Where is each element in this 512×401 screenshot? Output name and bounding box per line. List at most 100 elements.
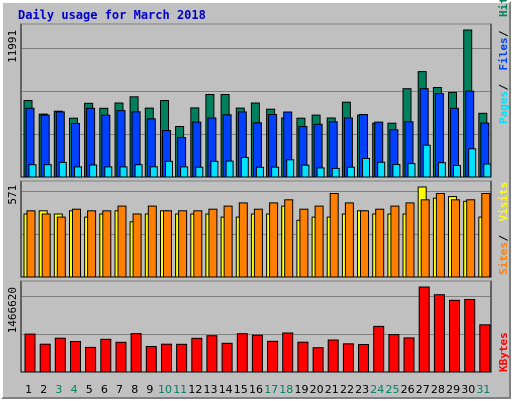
kbytes-bar — [70, 341, 81, 373]
pages-bar — [377, 161, 386, 178]
pages-bar — [392, 164, 401, 178]
sites-bar — [360, 210, 369, 278]
legend-kbytes: KBytes — [497, 332, 510, 372]
kbytes-bar — [176, 343, 188, 373]
kbytes-bar — [267, 340, 279, 373]
pages-bar — [180, 166, 189, 178]
legend-hits: Hits — [497, 0, 510, 17]
sites-bar — [466, 199, 476, 278]
pages-bar — [43, 164, 52, 178]
kbytes-bar — [206, 335, 218, 373]
kbytes-bar — [145, 346, 157, 373]
pages-bar — [255, 166, 264, 178]
sites-bar — [178, 210, 188, 278]
pages-bar — [58, 161, 67, 178]
x-tick-label: 3 — [55, 383, 62, 396]
pages-bar — [483, 163, 492, 178]
sites-bar — [56, 216, 66, 278]
x-tick-label: 28 — [431, 383, 445, 396]
x-tick-label: 27 — [416, 383, 430, 396]
kbytes-bar — [297, 341, 309, 373]
sites-bar — [72, 208, 81, 278]
x-tick-label: 8 — [131, 383, 138, 396]
pages-bar — [225, 160, 234, 178]
kbytes-bar — [342, 343, 354, 373]
kbytes-bar — [236, 333, 248, 373]
kbytes-bar — [418, 286, 430, 373]
sites-bar — [193, 210, 203, 278]
legend-sites: Sites — [497, 242, 510, 275]
x-tick-label: 31 — [476, 383, 490, 396]
x-tick-label: 13 — [204, 383, 218, 396]
sites-bar — [451, 199, 460, 278]
pages-bar — [240, 157, 249, 178]
x-tick-label: 23 — [355, 383, 369, 396]
kbytes-bar — [358, 344, 369, 373]
sites-bar — [375, 208, 385, 278]
x-tick-label: 18 — [279, 383, 293, 396]
sites-bar — [435, 193, 445, 278]
pages-bar — [346, 166, 355, 178]
panel-0-max-label: 11991 — [6, 30, 19, 63]
sites-bar — [405, 202, 415, 278]
x-tick-label: 14 — [219, 383, 233, 396]
sites-bar — [41, 213, 51, 278]
panel-1-max-label: 571 — [6, 185, 19, 205]
kbytes-bar — [449, 299, 460, 373]
x-tick-label: 17 — [264, 383, 278, 396]
x-tick-label: 1 — [25, 383, 32, 396]
sites-bar — [253, 208, 263, 278]
kbytes-bar — [24, 333, 36, 373]
kbytes-bar — [221, 342, 233, 373]
kbytes-bar — [130, 333, 142, 373]
sites-bar — [329, 193, 339, 278]
pages-bar — [468, 148, 477, 178]
pages-bar — [407, 163, 416, 178]
sites-bar — [238, 202, 248, 278]
x-tick-label: 12 — [188, 383, 202, 396]
pages-bar — [286, 159, 295, 178]
kbytes-bar — [115, 341, 127, 373]
x-tick-label: 4 — [71, 383, 78, 396]
pages-bar — [437, 162, 446, 178]
sites-bar — [284, 199, 294, 278]
x-tick-label: 25 — [386, 383, 400, 396]
sites-bar — [163, 210, 172, 278]
sites-bar — [208, 208, 218, 278]
x-tick-label: 21 — [325, 383, 339, 396]
kbytes-bar — [54, 337, 66, 373]
pages-bar — [134, 164, 143, 178]
pages-bar — [331, 167, 340, 178]
pages-bar — [28, 164, 37, 178]
kbytes-bar — [39, 343, 51, 373]
pages-bar — [89, 164, 98, 178]
sites-bar — [87, 210, 97, 278]
pages-bar — [210, 160, 219, 178]
kbytes-bar — [464, 299, 476, 373]
sites-bar — [132, 213, 142, 278]
x-tick-label: 24 — [370, 383, 384, 396]
sites-bar — [314, 205, 324, 278]
legend-files: Files — [497, 37, 510, 70]
kbytes-bar — [433, 294, 445, 373]
sites-bar — [269, 202, 279, 278]
x-tick-label: 2 — [40, 383, 47, 396]
kbytes-bar — [479, 324, 491, 373]
kbytes-bar — [161, 343, 172, 373]
sites-bar — [117, 205, 127, 278]
pages-bar — [74, 166, 82, 178]
x-tick-label: 29 — [446, 383, 460, 396]
sites-bar — [420, 199, 430, 278]
x-tick-label: 19 — [295, 383, 309, 396]
kbytes-bar — [388, 334, 400, 373]
panel-2-max-label: 1466620 — [6, 287, 19, 333]
pages-bar — [362, 157, 370, 178]
x-tick-label: 26 — [401, 383, 415, 396]
sites-bar — [26, 210, 36, 278]
x-tick-label: 11 — [173, 383, 187, 396]
pages-bar — [301, 164, 310, 178]
chart-title: Daily usage for March 2018 — [18, 8, 206, 22]
x-tick-label: 30 — [461, 383, 475, 396]
